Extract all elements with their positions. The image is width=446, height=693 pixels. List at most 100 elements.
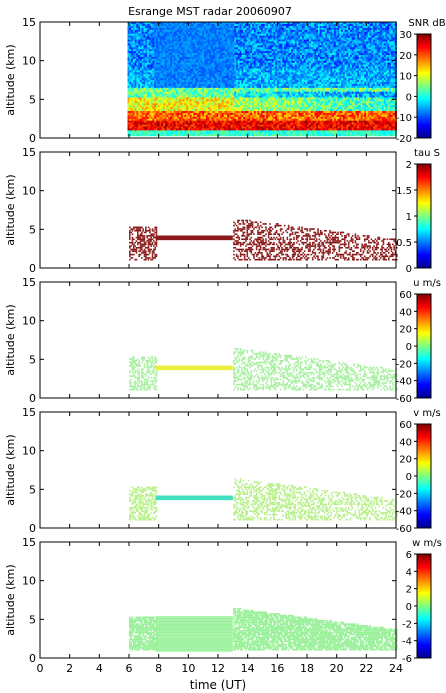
heatmap-cell (132, 37, 136, 40)
heatmap-cell (234, 60, 237, 63)
heatmap-cell (277, 100, 280, 104)
heatmap-cell (253, 31, 257, 34)
heatmap-cell (198, 131, 202, 135)
heatmap-cell (205, 69, 209, 73)
heatmap-cell (232, 126, 235, 129)
heatmap-cell (166, 91, 170, 94)
heatmap-cell (241, 71, 244, 75)
heatmap-cell (164, 89, 168, 92)
heatmap-cell (227, 52, 230, 55)
heatmap-cell (227, 102, 230, 106)
heatmap-cell (248, 120, 251, 123)
heatmap-cell (218, 37, 221, 40)
heatmap-cell (147, 114, 150, 117)
heatmap-cell (145, 131, 148, 135)
heatmap-cell (205, 83, 209, 86)
heatmap-cell (212, 133, 216, 137)
heatmap-cell (212, 85, 216, 88)
heatmap-cell (228, 79, 232, 83)
heatmap-cell (141, 44, 145, 48)
heatmap-cell (205, 31, 209, 34)
heatmap-cell (175, 68, 179, 71)
heatmap-cell (172, 95, 175, 98)
heatmap-cell (236, 75, 239, 79)
heatmap-cell (143, 33, 146, 36)
heatmap-cell (255, 27, 259, 30)
heatmap-cell (168, 25, 171, 28)
heatmap-cell (209, 29, 212, 32)
heatmap-cell (268, 60, 271, 63)
heatmap-cell (273, 93, 276, 96)
heatmap-cell (198, 58, 202, 61)
heatmap-cell (230, 62, 234, 65)
heatmap-cell (164, 118, 168, 121)
heatmap-cell (232, 73, 235, 77)
heatmap-cell (129, 100, 132, 104)
heatmap-cell (157, 98, 161, 102)
heatmap-cell (221, 33, 225, 36)
heatmap-cell (157, 71, 161, 75)
heatmap-cell (246, 60, 250, 63)
heatmap-cell (189, 126, 193, 129)
heatmap-cell (275, 42, 278, 46)
heatmap-cell (163, 98, 166, 102)
heatmap-cell (131, 133, 134, 137)
heatmap-cell (191, 87, 195, 90)
heatmap-cell (152, 37, 155, 40)
heatmap-cell (136, 56, 139, 59)
heatmap-cell (132, 116, 136, 119)
heatmap-cell (225, 93, 228, 96)
heatmap-cell (209, 98, 212, 102)
heatmap-cell (239, 129, 243, 133)
heatmap-cell (236, 110, 239, 113)
heatmap-cell (207, 27, 211, 30)
heatmap-cell (179, 64, 182, 67)
heatmap-cell (236, 89, 239, 92)
heatmap-cell (147, 133, 150, 137)
heatmap-cell (214, 48, 218, 52)
heatmap-cell (145, 58, 148, 61)
heatmap-cell (139, 116, 143, 119)
heatmap-cell (259, 97, 262, 100)
heatmap-cell (211, 23, 214, 26)
heatmap-cell (241, 54, 244, 57)
heatmap-cell (188, 124, 191, 127)
heatmap-cell (228, 108, 232, 112)
heatmap-cell (150, 73, 154, 77)
heatmap-cell (234, 112, 237, 115)
heatmap-cell (252, 91, 255, 94)
heatmap-cell (129, 48, 132, 52)
heatmap-cell (200, 91, 203, 94)
heatmap-cell (179, 104, 182, 108)
heatmap-cell (170, 120, 173, 123)
heatmap-cell (141, 106, 145, 110)
heatmap-cell (266, 89, 269, 92)
heatmap-cell (214, 112, 218, 115)
heatmap-cell (131, 52, 134, 55)
heatmap-cell (127, 106, 130, 110)
heatmap-cell (150, 89, 154, 92)
heatmap-cell (195, 81, 198, 84)
heatmap-cell (250, 42, 253, 46)
heatmap-cell (134, 97, 138, 100)
heatmap-cell (134, 25, 138, 28)
heatmap-cell (132, 33, 136, 36)
heatmap-cell (132, 52, 136, 55)
heatmap-cell (268, 98, 271, 102)
heatmap-cell (261, 116, 264, 119)
heatmap-cell (179, 131, 182, 135)
heatmap-cell (234, 25, 237, 28)
heatmap-cell (234, 50, 237, 54)
heatmap-cell (237, 102, 241, 106)
heatmap-cell (138, 29, 141, 32)
heatmap-cell (225, 44, 228, 48)
heatmap-cell (220, 75, 223, 79)
heatmap-cell (175, 46, 179, 50)
heatmap-cell (246, 64, 250, 67)
heatmap-cell (252, 124, 255, 127)
heatmap-cell (221, 127, 225, 131)
heatmap-cell (179, 23, 182, 26)
heatmap-cell (138, 120, 141, 123)
heatmap-cell (168, 39, 171, 42)
heatmap-cell (186, 42, 189, 46)
